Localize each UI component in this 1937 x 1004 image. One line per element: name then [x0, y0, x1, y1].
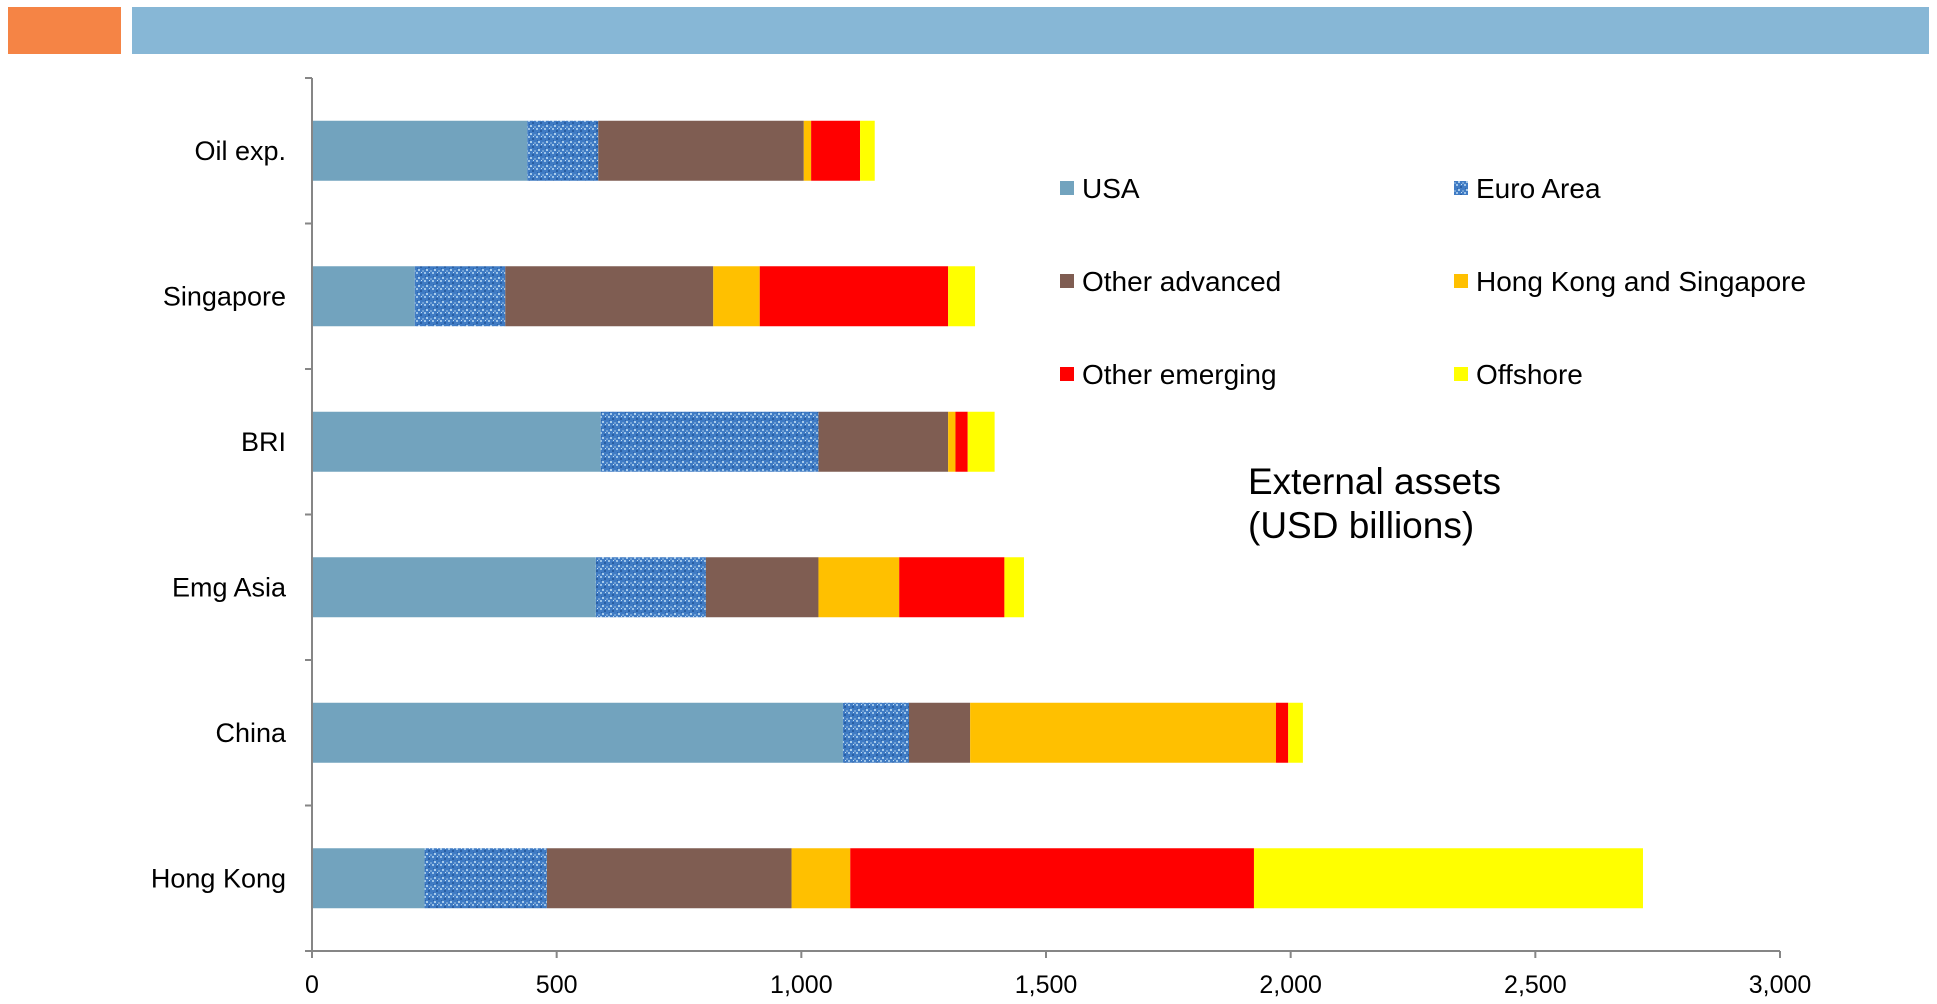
bar-singapore-offshore: [948, 266, 976, 327]
bar-bri-other-emerging: [955, 411, 968, 472]
bar-china-offshore: [1288, 702, 1303, 763]
bar-bri-usa: [312, 411, 601, 472]
x-tick-label: 2,000: [1259, 971, 1322, 999]
header-accent-bar: [132, 7, 1929, 54]
legend-swatch-euro-area: [1454, 181, 1468, 195]
bar-singapore-usa: [312, 266, 415, 327]
legend-label-other-advanced: Other advanced: [1082, 266, 1281, 297]
bar-emg-asia-offshore: [1004, 557, 1024, 618]
bar-hong-kong-hong-kong-and-singapore: [791, 848, 851, 909]
x-tick-label: 1,500: [1015, 971, 1078, 999]
bar-bri-euro-area: [600, 411, 819, 472]
bar-china-hong-kong-and-singapore: [970, 702, 1276, 763]
legend-label-other-emerging: Other emerging: [1082, 359, 1277, 390]
header-accent-left: [8, 7, 121, 54]
bar-bri-offshore: [967, 411, 995, 472]
x-tick-label: 500: [536, 971, 578, 999]
category-label-china: China: [215, 718, 287, 748]
bar-emg-asia-other-advanced: [705, 557, 819, 618]
category-label-bri: BRI: [241, 427, 286, 457]
annotation-line-1: External assets: [1248, 461, 1501, 502]
bar-hong-kong-offshore: [1253, 848, 1643, 909]
bar-hong-kong-usa: [312, 848, 425, 909]
annotation-line-2: (USD billions): [1248, 505, 1474, 546]
bar-oil-exp-hong-kong-and-singapore: [803, 120, 812, 181]
bar-china-other-emerging: [1275, 702, 1289, 763]
bar-singapore-euro-area: [414, 266, 506, 327]
legend-label-euro-area: Euro Area: [1476, 173, 1601, 204]
category-label-emg-asia: Emg Asia: [172, 572, 287, 602]
x-tick-label: 1,000: [770, 971, 833, 999]
x-tick-label: 3,000: [1749, 971, 1812, 999]
legend-swatch-usa: [1060, 181, 1074, 195]
category-label-hong-kong: Hong Kong: [151, 863, 286, 893]
legend: USA Euro Area Other advanced Hong Kong and …: [1060, 173, 1806, 390]
ticks-group: 0 500 1,000 1,500 2,000 2,500 3,000: [305, 77, 1812, 999]
bar-oil-exp-other-advanced: [598, 120, 804, 181]
bar-bri-hong-kong-and-singapore: [948, 411, 956, 472]
x-tick-label: 0: [305, 971, 319, 999]
bar-emg-asia-hong-kong-and-singapore: [818, 557, 900, 618]
legend-swatch-offshore: [1454, 367, 1468, 381]
legend-label-hong-kong-and-singapore: Hong Kong and Singapore: [1476, 266, 1806, 297]
legend-swatch-other-emerging: [1060, 367, 1074, 381]
bar-oil-exp-offshore: [860, 120, 875, 181]
bar-singapore-other-emerging: [759, 266, 949, 327]
bar-oil-exp-euro-area: [527, 120, 599, 181]
bars-group: Oil exp. Singapore BRI Emg Asia China Hong Ko…: [151, 120, 1643, 909]
x-tick-label: 2,500: [1504, 971, 1567, 999]
legend-swatch-other-advanced: [1060, 274, 1074, 288]
bar-china-usa: [312, 702, 843, 763]
category-label-singapore: Singapore: [163, 281, 286, 311]
bar-oil-exp-usa: [312, 120, 528, 181]
bar-emg-asia-other-emerging: [899, 557, 1005, 618]
bar-china-other-advanced: [908, 702, 971, 763]
legend-label-offshore: Offshore: [1476, 359, 1583, 390]
bar-bri-other-advanced: [818, 411, 949, 472]
legend-label-usa: USA: [1082, 173, 1140, 204]
legend-swatch-hong-kong-and-singapore: [1454, 274, 1468, 288]
bar-china-euro-area: [842, 702, 909, 763]
bar-singapore-hong-kong-and-singapore: [713, 266, 760, 327]
bar-emg-asia-usa: [312, 557, 596, 618]
bar-hong-kong-other-advanced: [546, 848, 792, 909]
bar-hong-kong-euro-area: [424, 848, 547, 909]
bar-oil-exp-other-emerging: [811, 120, 861, 181]
bar-singapore-other-advanced: [505, 266, 714, 327]
category-label-oil-exp: Oil exp.: [194, 136, 286, 166]
bar-emg-asia-euro-area: [595, 557, 706, 618]
bar-hong-kong-other-emerging: [850, 848, 1254, 909]
